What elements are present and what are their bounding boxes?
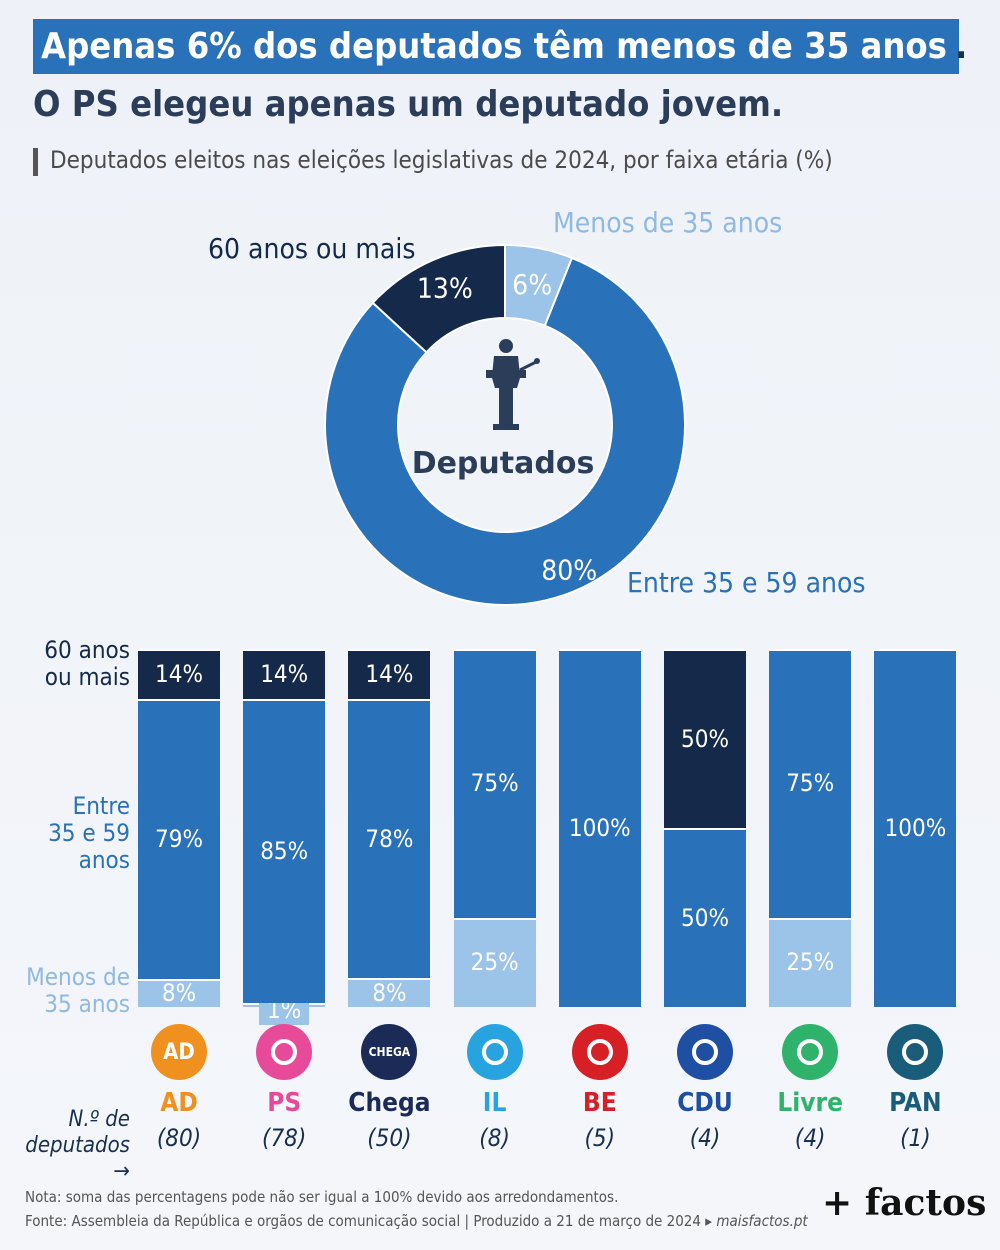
party-name: PS: [267, 1088, 302, 1118]
bar-be: 100%: [558, 649, 641, 1007]
party-name: BE: [582, 1088, 617, 1118]
party-name: Chega: [348, 1088, 431, 1118]
party-seat-count: (4): [689, 1124, 721, 1152]
tree-logo-icon: [887, 1024, 944, 1080]
donut-center-label: Deputados: [412, 446, 595, 481]
title-line-2: O PS elegeu apenas um deputado jovem.: [33, 84, 784, 125]
donut-value-under35: 6%: [512, 268, 552, 301]
site-link[interactable]: maisfactos.pt: [716, 1212, 808, 1230]
source-line: Fonte: Assembleia da República e orgãos …: [25, 1212, 808, 1230]
bar-segment-over60: [664, 649, 746, 828]
bar-segment-mid: [558, 649, 641, 1007]
bar-segment-mid: [138, 698, 220, 979]
party-name: AD: [160, 1088, 198, 1118]
row-label-over60: 60 anos ou mais: [44, 636, 130, 691]
bar-value-label: 100%: [884, 814, 947, 842]
row-label-under35: Menos de 35 anos: [26, 963, 130, 1018]
party-name: CDU: [677, 1088, 733, 1118]
bar-value-label: 8%: [161, 978, 197, 1007]
donut-label-over60: 60 anos ou mais: [208, 232, 416, 265]
bar-segment-under35: [348, 978, 431, 1007]
bar-chega: 8% 78% 14%: [348, 649, 431, 1007]
donut-slice-under35: [504, 243, 574, 327]
bar-value-label: 14%: [260, 660, 309, 689]
bar-ad: 8% 79% 14%: [138, 649, 220, 1007]
bar-value-label: 79%: [155, 824, 203, 853]
party-name: IL: [482, 1088, 507, 1118]
ad-logo-icon: AD: [151, 1024, 207, 1080]
bar-value-label: 14%: [155, 659, 203, 688]
bar-segment-over60: [348, 649, 431, 700]
bar-value-label: 25%: [786, 948, 835, 977]
bar-value-label: 25%: [470, 948, 519, 977]
bar-pan: 100%: [874, 649, 957, 1007]
bar-value-label: 50%: [681, 903, 729, 932]
party-name: Livre: [777, 1088, 843, 1118]
bar-cdu: 50% 50%: [664, 649, 746, 1007]
bar-value-label: 100%: [568, 814, 631, 842]
party-seat-count: (50): [367, 1124, 412, 1152]
donut-label-under35: Menos de 35 anos: [553, 206, 783, 239]
bar-value-label: 8%: [372, 978, 407, 1007]
row-label-mid: Entre 35 e 59 anos: [48, 792, 130, 874]
bar-value-label: 75%: [786, 769, 835, 798]
bar-value-label: 85%: [260, 837, 309, 866]
poppy-logo-icon: [782, 1024, 839, 1080]
bar-segment-mid: [243, 699, 326, 1004]
title-line-1: Apenas 6% dos deputados têm menos de 35 …: [33, 19, 959, 74]
bar-segment-under35: [453, 917, 536, 1007]
bar-segment-mid: [874, 649, 957, 1007]
party-seat-count: (1): [900, 1124, 931, 1152]
subtitle: Deputados eleitos nas eleições legislati…: [50, 146, 833, 174]
party-seat-count: (5): [584, 1124, 616, 1152]
donut-svg: Deputados 6% 80% 13%: [324, 243, 686, 606]
bar-livre: 25% 75%: [769, 649, 852, 1007]
donut-value-over60: 13%: [417, 272, 473, 305]
bar-segment-under35: [769, 917, 852, 1007]
count-label: N.º de deputados →: [25, 1107, 130, 1184]
bar-segment-mid: [769, 649, 852, 918]
party-name: PAN: [889, 1088, 942, 1118]
bar-segment-mid: [453, 649, 536, 918]
donut-slice-mid: [324, 256, 686, 606]
party-seat-count: (78): [262, 1124, 307, 1152]
hammer-sickle-logo-icon: [677, 1024, 733, 1080]
footnote: Nota: soma das percentagens pode não ser…: [25, 1188, 619, 1206]
chega-logo-icon: CHEGA: [361, 1024, 418, 1080]
donut-chart: Deputados 6% 80% 13% Menos de 35 anos 60 a…: [0, 0, 1000, 620]
party-seat-count: (4): [794, 1124, 826, 1152]
subtitle-marker: [33, 148, 38, 176]
bar-il: 25% 75%: [453, 649, 536, 1007]
bar-value-label: 50%: [681, 724, 729, 753]
bar-value-label: 78%: [365, 824, 414, 853]
bar-value-label: 75%: [470, 769, 519, 798]
party-seat-count: (8): [479, 1124, 510, 1152]
bar-segment-under35: [138, 978, 220, 1007]
party-seat-count: (80): [156, 1124, 202, 1152]
podium-speaker-icon: [486, 339, 540, 430]
bar-segment-mid: [348, 699, 431, 979]
donut-label-mid: Entre 35 e 59 anos: [627, 566, 866, 599]
brand-logo: + factos: [822, 1182, 987, 1224]
donut-value-mid: 80%: [541, 553, 597, 586]
title-dot: .: [955, 26, 968, 67]
star-person-logo-icon: [571, 1024, 628, 1080]
bar-segment-mid: [664, 828, 746, 1007]
bar-segment-over60: [243, 649, 326, 700]
bar-ps: 1% 85% 14%: [243, 649, 326, 1026]
bar-segment-over60: [138, 649, 220, 699]
il-logo-icon: [466, 1024, 523, 1080]
bar-value-label: 14%: [365, 660, 414, 689]
fist-rose-logo-icon: [256, 1024, 313, 1080]
